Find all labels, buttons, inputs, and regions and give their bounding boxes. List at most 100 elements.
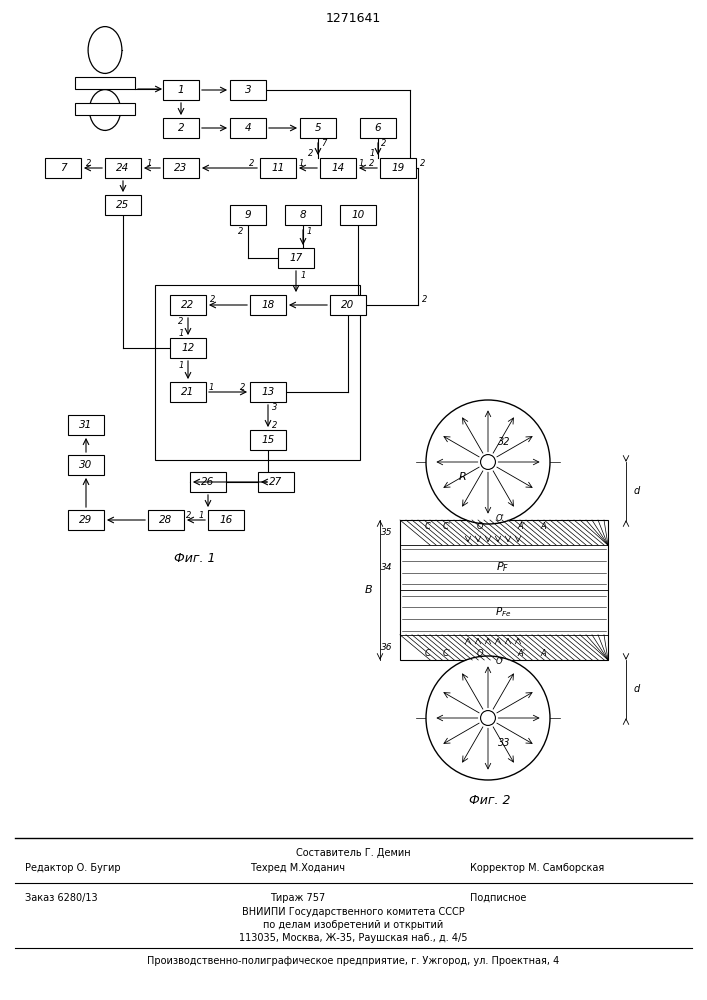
Bar: [250, 430, 286, 450]
Text: C: C: [425, 649, 431, 658]
Text: A: A: [540, 522, 546, 531]
Text: C': C': [443, 649, 451, 658]
Text: 11: 11: [271, 163, 285, 173]
Text: 14: 14: [332, 163, 344, 173]
Text: 21: 21: [182, 387, 194, 397]
Text: O': O': [496, 657, 505, 666]
Text: Составитель Г. Демин: Составитель Г. Демин: [296, 848, 410, 858]
Text: 3: 3: [272, 402, 278, 412]
Text: 20: 20: [341, 300, 355, 310]
Circle shape: [426, 400, 550, 524]
Bar: [278, 248, 314, 268]
Bar: [75, 77, 135, 89]
Bar: [170, 382, 206, 402]
Text: Подписное: Подписное: [470, 893, 527, 903]
Bar: [68, 510, 104, 530]
Text: 13: 13: [262, 387, 274, 397]
Text: 31: 31: [79, 420, 93, 430]
Bar: [285, 205, 321, 225]
Bar: [250, 382, 286, 402]
Bar: [400, 520, 608, 660]
Text: O': O': [496, 514, 505, 523]
Text: O: O: [477, 522, 483, 531]
Text: ВНИИПИ Государственного комитета СССР: ВНИИПИ Государственного комитета СССР: [242, 907, 464, 917]
Text: 2: 2: [250, 158, 255, 167]
Text: Производственно-полиграфическое предприятие, г. Ужгород, ул. Проектная, 4: Производственно-полиграфическое предприя…: [147, 956, 559, 966]
Bar: [258, 472, 294, 492]
Text: 19: 19: [392, 163, 404, 173]
Text: 7: 7: [321, 139, 327, 148]
Text: 22: 22: [182, 300, 194, 310]
Text: 2: 2: [240, 382, 246, 391]
Text: Фиг. 2: Фиг. 2: [469, 794, 510, 806]
Bar: [190, 472, 226, 492]
Text: d: d: [634, 684, 641, 694]
Text: 10: 10: [351, 210, 365, 220]
Text: 1: 1: [306, 228, 312, 236]
Bar: [230, 80, 266, 100]
Text: 1271641: 1271641: [325, 11, 380, 24]
Text: 2: 2: [177, 123, 185, 133]
Text: R: R: [459, 472, 467, 482]
Bar: [163, 80, 199, 100]
Text: 113035, Москва, Ж-35, Раушская наб., д. 4/5: 113035, Москва, Ж-35, Раушская наб., д. …: [239, 933, 467, 943]
Text: 4: 4: [245, 123, 251, 133]
Bar: [330, 295, 366, 315]
Text: A: A: [540, 649, 546, 658]
Text: 27: 27: [269, 477, 283, 487]
Bar: [170, 295, 206, 315]
Text: 2: 2: [381, 139, 387, 148]
Text: Редактор О. Бугир: Редактор О. Бугир: [25, 863, 121, 873]
Text: 34: 34: [380, 563, 392, 572]
Bar: [300, 118, 336, 138]
Text: 2: 2: [187, 510, 192, 520]
Bar: [230, 118, 266, 138]
Text: 17: 17: [289, 253, 303, 263]
Text: 1: 1: [298, 158, 304, 167]
Text: 35: 35: [380, 528, 392, 537]
Text: 2: 2: [422, 296, 428, 304]
Bar: [155, 285, 360, 460]
Text: Корректор М. Самборская: Корректор М. Самборская: [470, 863, 604, 873]
Text: 9: 9: [245, 210, 251, 220]
Text: 2: 2: [86, 158, 92, 167]
Text: 5: 5: [315, 123, 321, 133]
Text: 33: 33: [498, 738, 510, 748]
Text: $P_{Fe}$: $P_{Fe}$: [495, 605, 511, 619]
Text: B: B: [364, 585, 372, 595]
Text: 1: 1: [177, 85, 185, 95]
Bar: [105, 158, 141, 178]
Text: 8: 8: [300, 210, 306, 220]
Text: 2: 2: [210, 296, 216, 304]
Text: $P_F$: $P_F$: [496, 561, 510, 574]
Text: 30: 30: [79, 460, 93, 470]
Bar: [75, 103, 135, 115]
Text: 7: 7: [59, 163, 66, 173]
Text: 2: 2: [421, 158, 426, 167]
Text: Фиг. 1: Фиг. 1: [174, 552, 216, 564]
Bar: [320, 158, 356, 178]
Text: 1: 1: [146, 158, 152, 167]
Text: 2: 2: [308, 148, 314, 157]
Bar: [250, 295, 286, 315]
Text: Заказ 6280/13: Заказ 6280/13: [25, 893, 98, 903]
Text: A': A': [517, 649, 525, 658]
Text: 2: 2: [369, 158, 375, 167]
Circle shape: [481, 455, 496, 469]
Bar: [68, 455, 104, 475]
Text: Техред М.Ходанич: Техред М.Ходанич: [250, 863, 345, 873]
Text: 2: 2: [238, 228, 244, 236]
Text: 1: 1: [300, 270, 305, 279]
Text: O: O: [477, 649, 483, 658]
Text: d: d: [634, 486, 641, 496]
Bar: [260, 158, 296, 178]
Text: 26: 26: [201, 477, 215, 487]
Circle shape: [481, 711, 496, 725]
Text: 15: 15: [262, 435, 274, 445]
Text: 25: 25: [117, 200, 129, 210]
Text: C': C': [443, 522, 451, 531]
Ellipse shape: [88, 27, 122, 73]
Bar: [163, 118, 199, 138]
Circle shape: [426, 656, 550, 780]
Bar: [208, 510, 244, 530]
